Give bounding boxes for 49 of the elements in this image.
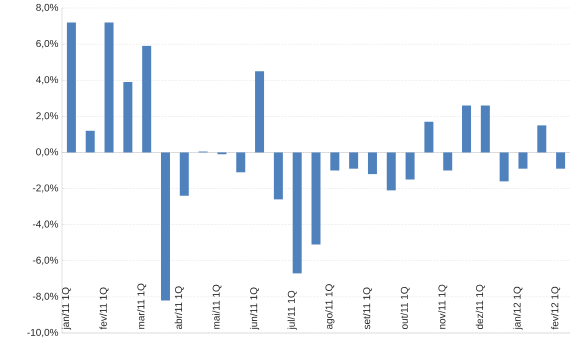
bar <box>66 22 76 152</box>
x-tick-label: mar/11 1Q <box>137 284 146 329</box>
bar <box>480 106 490 152</box>
bar <box>180 152 189 196</box>
y-tick-label: -6,0% <box>32 256 58 265</box>
bar <box>424 122 434 152</box>
x-tick-label: out/11 1Q <box>400 286 410 330</box>
x-tick-label: fev/12 1Q <box>551 286 560 330</box>
x-tick-label: jun/11 1Q <box>250 288 260 330</box>
x-tick-label: mai/11 1Q <box>212 284 222 329</box>
y-tick-label: -10,0% <box>27 328 58 338</box>
bar <box>160 152 170 300</box>
bar <box>368 152 377 174</box>
x-tick-label: ago/11 1Q <box>325 284 334 330</box>
y-tick-label: -2,0% <box>32 184 58 193</box>
x-tick-label: jan/11 1Q <box>62 288 72 330</box>
bar <box>330 152 340 170</box>
x-tick-label: jan/12 1Q <box>513 286 523 330</box>
y-tick-label: -4,0% <box>32 220 58 229</box>
y-tick-label: 8,0% <box>36 4 58 12</box>
x-tick-label: nov/11 1Q <box>438 284 448 329</box>
bar <box>500 152 509 182</box>
x-tick-label: abr/11 1Q <box>174 286 184 330</box>
x-tick-label: dez/11 1Q <box>476 284 485 330</box>
y-tick-label: 6,0% <box>36 40 58 48</box>
y-tick-label: -8,0% <box>32 292 58 302</box>
bar <box>236 152 246 172</box>
bar <box>537 125 546 152</box>
y-tick-label: 0,0% <box>36 148 58 157</box>
bar <box>86 130 95 152</box>
bar <box>142 46 152 152</box>
bar <box>104 22 114 152</box>
bar <box>556 152 566 169</box>
bar <box>443 152 452 170</box>
bar <box>349 152 358 169</box>
x-tick-label: fev/11 1Q <box>99 288 109 330</box>
bar <box>518 152 528 169</box>
bar <box>386 152 396 190</box>
x-tick-label: jul/11 1Q <box>288 290 297 330</box>
y-tick-label: 4,0% <box>36 76 58 84</box>
bar <box>406 152 415 180</box>
bar <box>123 82 132 152</box>
x-tick-label: set/11 1Q <box>362 288 372 330</box>
bar <box>255 71 264 152</box>
bar <box>274 152 283 200</box>
bar <box>462 106 472 152</box>
y-tick-label: 2,0% <box>36 112 58 120</box>
bar <box>312 152 321 245</box>
bar <box>292 152 302 274</box>
